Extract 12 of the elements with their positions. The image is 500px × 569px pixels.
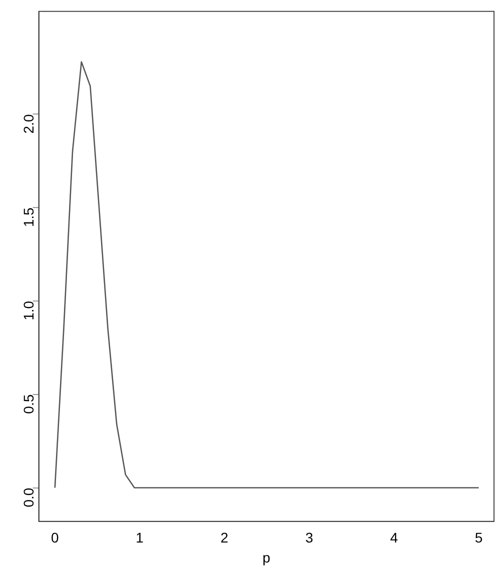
x-axis-title: p xyxy=(262,549,270,566)
x-tick-label: 3 xyxy=(305,530,314,546)
x-tick-label: 5 xyxy=(474,530,483,546)
x-tick-label: 4 xyxy=(390,530,398,546)
y-tick-label: 2.0 xyxy=(20,114,37,134)
x-tick-label: 0 xyxy=(51,530,60,546)
x-tick-label: 1 xyxy=(136,530,144,546)
y-tick-label: 0.0 xyxy=(20,488,37,508)
y-tick-label: 1.0 xyxy=(20,300,37,320)
y-tick-label: 0.5 xyxy=(20,394,37,414)
x-tick-label: 2 xyxy=(220,530,229,546)
y-tick-label: 1.5 xyxy=(20,207,37,228)
